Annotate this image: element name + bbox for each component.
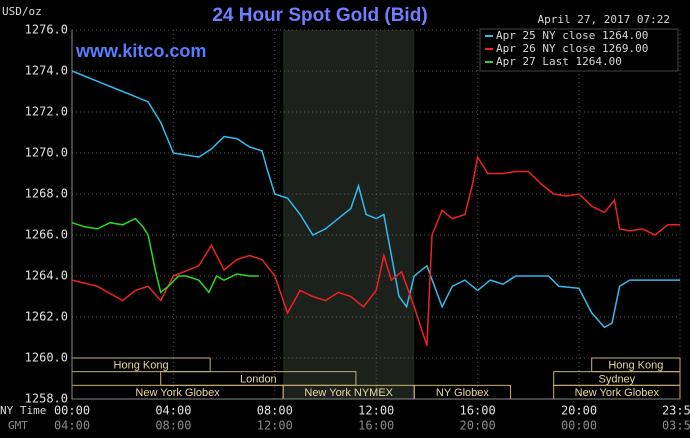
x-tick-label: 08:00 [257,404,293,418]
session-label: New York Globex [575,387,660,399]
session-label: Sydney [598,373,635,385]
shaded-region [283,30,415,399]
y-tick-label: 1258.0 [25,392,68,406]
gmt-tick-label: 12:00 [257,419,293,433]
y-tick-label: 1272.0 [25,105,68,119]
y-tick-label: 1260.0 [25,351,68,365]
line [71,217,259,294]
legend-box [479,28,679,72]
legend-label: Apr 26 NY close 1269.00 [496,42,648,55]
timestamp: April 27, 2017 07:22 [538,13,670,26]
y-tick-label: 1276.0 [25,23,68,37]
gmt-tick-label: 08:00 [155,419,191,433]
watermark: www.kitco.com [75,41,206,61]
session-label: New York NYMEX [304,387,393,399]
x-tick-label: 04:00 [155,404,191,418]
line [71,70,680,329]
x-tick-label: 00:00 [54,404,90,418]
x-tick-label: 23:59 [662,404,690,418]
session-label: Hong Kong [608,360,663,372]
chart-title: 24 Hour Spot Gold (Bid) [212,5,427,26]
y-tick-label: 1266.0 [25,228,68,242]
legend-label: Apr 25 NY close 1264.00 [496,29,648,42]
y-tick-label: 1262.0 [25,310,68,324]
y-axis-label: USD/oz [2,5,42,18]
x-row-label: NY Time [0,404,46,417]
line [71,155,680,346]
gmt-tick-label: 00:00 [561,419,597,433]
x-tick-label: 16:00 [460,404,496,418]
y-tick-label: 1268.0 [25,187,68,201]
x-row-label: GMT [8,419,28,432]
x-tick-label: 20:00 [561,404,597,418]
session-label: Hong Kong [114,360,169,372]
y-tick-label: 1264.0 [25,269,68,283]
legend-label: Apr 27 Last 1264.00 [496,55,622,68]
y-tick-label: 1274.0 [25,64,68,78]
session-label: New York Globex [135,387,220,399]
gmt-tick-label: 20:00 [460,419,496,433]
x-tick-label: 12:00 [358,404,394,418]
y-tick-label: 1270.0 [25,146,68,160]
session-label: London [240,373,277,385]
gmt-tick-label: 04:00 [54,419,90,433]
gmt-tick-label: 16:00 [358,419,394,433]
gmt-tick-label: 03:59 [662,419,690,433]
session-label: NY Globex [436,387,489,399]
